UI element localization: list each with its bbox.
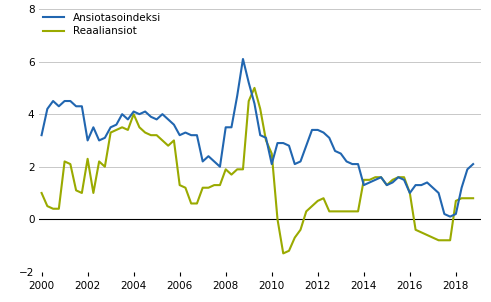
Ansiotasoindeksi xyxy=(188,133,194,137)
Reaaliansiot xyxy=(395,175,401,179)
Ansiotasoindeksi xyxy=(321,131,327,134)
Ansiotasoindeksi xyxy=(240,57,246,61)
Ansiotasoindeksi xyxy=(269,162,274,166)
Reaaliansiot xyxy=(338,210,344,213)
Reaaliansiot xyxy=(79,191,85,195)
Reaaliansiot xyxy=(188,202,194,205)
Reaaliansiot xyxy=(251,86,257,90)
Line: Reaaliansiot: Reaaliansiot xyxy=(42,88,473,253)
Reaaliansiot xyxy=(327,210,332,213)
Ansiotasoindeksi xyxy=(470,162,476,166)
Ansiotasoindeksi xyxy=(447,215,453,218)
Ansiotasoindeksi xyxy=(390,181,396,184)
Reaaliansiot xyxy=(269,152,274,155)
Legend: Ansiotasoindeksi, Reaaliansiot: Ansiotasoindeksi, Reaaliansiot xyxy=(42,12,162,37)
Reaaliansiot xyxy=(280,252,286,255)
Ansiotasoindeksi xyxy=(79,104,85,108)
Reaaliansiot xyxy=(470,196,476,200)
Ansiotasoindeksi xyxy=(332,149,338,153)
Reaaliansiot xyxy=(39,191,45,195)
Line: Ansiotasoindeksi: Ansiotasoindeksi xyxy=(42,59,473,217)
Ansiotasoindeksi xyxy=(39,133,45,137)
